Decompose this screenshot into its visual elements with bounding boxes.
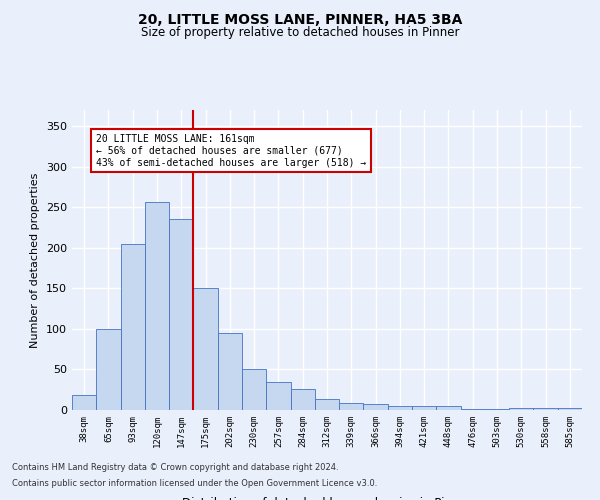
X-axis label: Distribution of detached houses by size in Pinner: Distribution of detached houses by size … xyxy=(182,497,472,500)
Bar xyxy=(461,409,485,410)
Bar xyxy=(509,408,533,410)
Text: Contains public sector information licensed under the Open Government Licence v3: Contains public sector information licen… xyxy=(12,478,377,488)
Bar xyxy=(193,288,218,410)
Bar xyxy=(436,406,461,410)
Text: Size of property relative to detached houses in Pinner: Size of property relative to detached ho… xyxy=(141,26,459,39)
Bar xyxy=(485,409,509,410)
Text: Contains HM Land Registry data © Crown copyright and database right 2024.: Contains HM Land Registry data © Crown c… xyxy=(12,464,338,472)
Bar xyxy=(121,244,145,410)
Bar xyxy=(339,402,364,410)
Bar xyxy=(412,406,436,410)
Y-axis label: Number of detached properties: Number of detached properties xyxy=(31,172,40,348)
Bar xyxy=(169,220,193,410)
Bar xyxy=(218,333,242,410)
Bar xyxy=(96,329,121,410)
Bar xyxy=(533,408,558,410)
Bar xyxy=(266,382,290,410)
Bar xyxy=(558,408,582,410)
Bar xyxy=(315,398,339,410)
Bar xyxy=(72,396,96,410)
Bar xyxy=(364,404,388,410)
Bar xyxy=(145,202,169,410)
Text: 20, LITTLE MOSS LANE, PINNER, HA5 3BA: 20, LITTLE MOSS LANE, PINNER, HA5 3BA xyxy=(138,12,462,26)
Bar xyxy=(242,368,266,410)
Text: 20 LITTLE MOSS LANE: 161sqm
← 56% of detached houses are smaller (677)
43% of se: 20 LITTLE MOSS LANE: 161sqm ← 56% of det… xyxy=(96,134,367,168)
Bar xyxy=(290,389,315,410)
Bar xyxy=(388,406,412,410)
